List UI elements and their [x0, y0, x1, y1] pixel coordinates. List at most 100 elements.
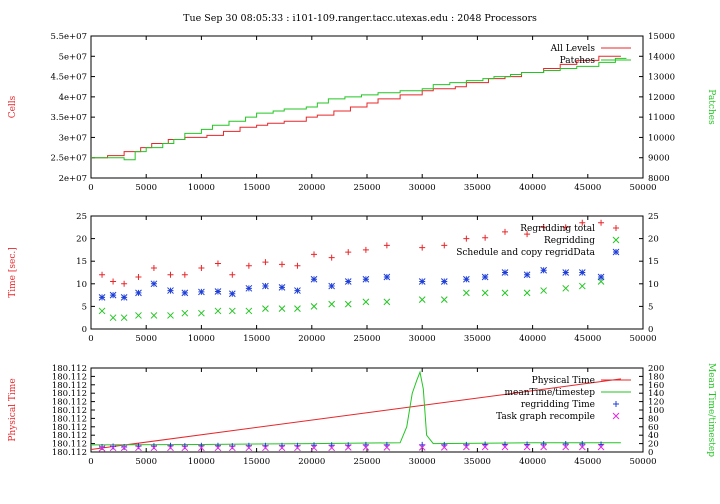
data-point: [523, 443, 531, 451]
y2-tick-label: 0: [648, 448, 653, 458]
data-point: [294, 287, 301, 294]
y-tick-label: 180.112: [52, 398, 87, 408]
data-point: [198, 264, 205, 271]
x-tick-label: 35000: [464, 183, 491, 193]
y2-tick-label: 200: [648, 364, 664, 374]
legend-swatch: [613, 401, 619, 407]
data-point: [228, 290, 236, 298]
y-tick-label: 4.5e+07: [51, 73, 88, 83]
y2-tick-label: 40: [648, 431, 659, 441]
y2-tick-label: 5: [648, 302, 653, 312]
x-tick-label: 35000: [464, 334, 491, 344]
data-point: [135, 274, 142, 281]
y-tick-label: 0: [82, 325, 87, 335]
data-point: [135, 312, 142, 319]
data-point: [262, 305, 269, 313]
data-point: [262, 444, 269, 452]
data-point: [501, 289, 509, 297]
data-point: [345, 249, 352, 256]
data-point: [523, 289, 531, 297]
y-axis-label: Cells: [8, 95, 18, 118]
data-point: [98, 444, 106, 452]
legend-swatch: [612, 412, 620, 420]
data-point: [229, 271, 236, 278]
data-point: [383, 242, 390, 249]
data-point: [198, 288, 205, 296]
y2-tick-label: 80: [648, 414, 659, 424]
data-point: [245, 307, 253, 315]
data-point: [597, 443, 605, 451]
data-point: [214, 444, 222, 452]
data-point: [98, 307, 106, 315]
data-point: [418, 296, 426, 303]
data-point: [245, 262, 252, 269]
data-point: [278, 305, 286, 313]
y2-tick-label: 160: [648, 381, 664, 391]
data-point: [418, 278, 426, 285]
data-point: [228, 444, 236, 452]
y2-tick-label: 140: [648, 389, 664, 399]
x-tick-label: 15000: [243, 334, 270, 344]
data-point: [578, 443, 586, 451]
data-point: [540, 224, 547, 231]
y-tick-label: 180.112: [52, 364, 87, 374]
x-tick-label: 10000: [188, 334, 215, 344]
y2-tick-label: 10: [648, 280, 659, 290]
y-tick-label: 2.5e+07: [51, 154, 88, 164]
data-point: [99, 443, 106, 450]
data-point: [214, 307, 222, 315]
y2-axis-label: Mean Time/timestep: [706, 363, 716, 457]
data-point: [441, 242, 448, 249]
y-tick-label: 180.112: [52, 440, 87, 450]
x-tick-label: 50000: [629, 334, 656, 344]
y-tick-label: 180.112: [52, 448, 87, 458]
data-point: [481, 273, 489, 281]
x-tick-label: 10000: [188, 457, 215, 467]
y-tick-label: 180.112: [52, 414, 87, 424]
y-tick-label: 180.112: [52, 406, 87, 416]
x-tick-label: 30000: [409, 334, 436, 344]
data-point: [310, 303, 318, 310]
data-point: [579, 219, 586, 226]
y2-tick-label: 13000: [648, 73, 675, 83]
data-point: [597, 273, 605, 281]
data-point: [540, 443, 547, 451]
x-tick-label: 5000: [135, 183, 157, 193]
x-tick-label: 15000: [243, 183, 270, 193]
chart-panel-1: 0 5000 10000 15000 20000 25000 30000 35000 40000…: [8, 32, 716, 193]
y-tick-label: 25: [76, 212, 87, 222]
data-point: [120, 294, 128, 301]
y-tick-label: 3.5e+07: [51, 113, 88, 123]
data-point: [501, 269, 509, 276]
x-tick-label: 30000: [409, 457, 436, 467]
y-axis-label: Physical Time: [8, 378, 18, 441]
data-point: [262, 259, 269, 266]
data-point: [311, 251, 318, 258]
data-point: [214, 260, 221, 267]
data-point: [418, 444, 426, 451]
legend-label: regridding Time: [521, 400, 595, 410]
x-tick-label: 30000: [409, 183, 436, 193]
data-point: [578, 269, 586, 276]
data-point: [135, 289, 142, 297]
x-tick-label: 10000: [188, 183, 215, 193]
data-point: [109, 444, 117, 452]
data-point: [110, 278, 117, 285]
data-point: [135, 444, 142, 452]
y2-tick-label: 180: [648, 372, 664, 382]
data-point: [481, 443, 489, 451]
y-tick-label: 15: [76, 257, 87, 267]
y-tick-label: 180.112: [52, 389, 87, 399]
data-point: [181, 309, 189, 317]
series-line: [90, 370, 621, 446]
data-point: [419, 244, 426, 251]
y-tick-label: 3e+07: [59, 133, 87, 143]
y-tick-label: 2e+07: [59, 174, 87, 184]
x-tick-label: 35000: [464, 457, 491, 467]
x-tick-label: 20000: [298, 183, 325, 193]
x-tick-label: 50000: [629, 183, 656, 193]
y2-tick-label: 100: [648, 406, 664, 416]
y2-tick-label: 9000: [648, 154, 670, 164]
data-point: [463, 275, 470, 283]
data-point: [562, 441, 569, 448]
